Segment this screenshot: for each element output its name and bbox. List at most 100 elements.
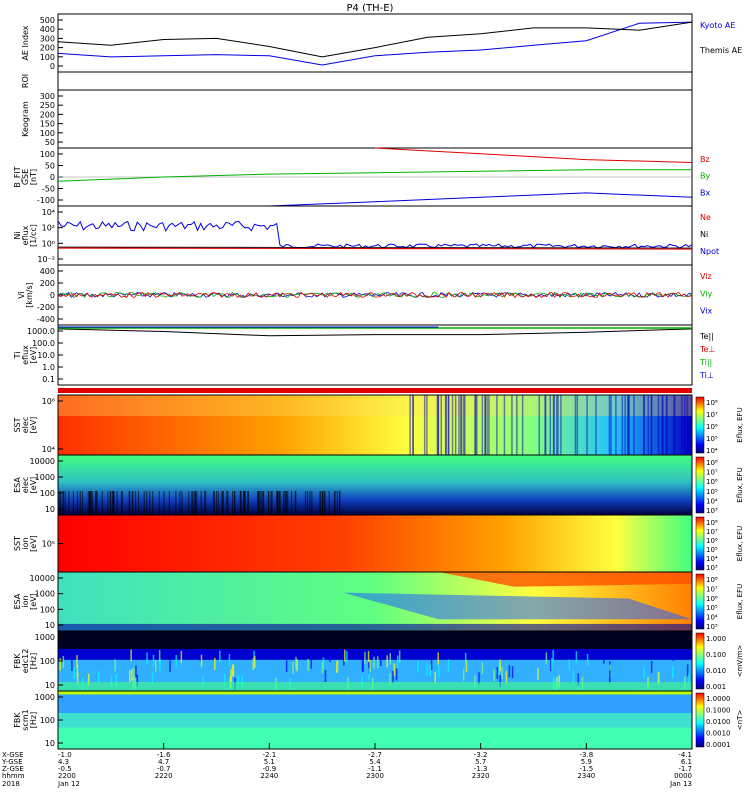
esa-elec-stripe [120,491,123,515]
series-vi-1 [57,291,693,299]
y-axis-label: elec [21,477,30,493]
esa-elec-stripe [320,491,322,515]
y-tick-label: 1000.0 [27,327,55,336]
fbk-edc-stripe [219,650,221,663]
sst-elec-stripe [437,395,439,455]
esa-elec-stripe [112,491,114,515]
sst-elec-stripe [586,395,588,455]
legend-bx: Bx [700,188,710,197]
esa-elec-stripe [276,491,279,515]
colorbar-label: Eflux, EFU [736,526,744,561]
esa-elec-stripe [87,491,89,515]
sst-elec-stripe [488,395,490,455]
esa-elec-stripe [259,491,261,515]
fbk-edc-stripe [672,666,674,679]
sst-elec-stripe [474,395,477,455]
colorbar [695,516,705,571]
esa-elec-stripe [221,491,223,515]
esa-elec-stripe [268,491,270,515]
series-te-par [57,328,693,337]
fbk-edc-stripe [572,670,575,683]
fbk-edc-stripe [434,671,436,684]
colorbar-tick-label: 10⁶ [706,478,718,486]
series-bz [374,147,693,163]
esa-elec-stripe [324,491,326,515]
esa-elec-stripe [339,491,341,515]
colorbar-tick-label: 10⁸ [706,399,718,407]
sst-elec-stripe [423,395,426,455]
fbk-edc-stripe [537,668,539,681]
fbk-scm-mid-band [58,694,692,714]
fbk-edc-stripe [296,659,298,672]
fbk-edc-stripe [329,649,331,662]
y-tick-label: 1.0 [42,363,55,372]
y-axis-label: [Hz] [29,653,38,669]
sst-elec-stripe [459,395,462,455]
fbk-edc-stripe [232,664,235,677]
fbk-edc-low-band [58,682,692,691]
x-tick-label: 2200 [58,772,76,780]
panel-fbk_e: 1000 100 10 FBK edc12 [Hz] 1.000 0.100 0.010 0.00… [13,630,744,692]
x-tick-label: -0.5 [58,765,72,773]
sst-ion-spectrogram [58,515,692,572]
fbk-edc-stripe [131,668,133,681]
colorbar-label: Eflux, EFU [736,407,744,442]
colorbar-tick-label: 0.0010 [706,730,731,738]
y-axis-label: [km/s] [25,282,34,308]
fbk-edc-stripe [133,667,135,680]
y-tick-label: 10000 [30,574,55,583]
fbk-edc-stripe [496,666,499,679]
sst-elec-stripe [458,395,460,455]
fbk-edc-stripe [552,649,554,662]
fbk-edc-stripe [224,674,226,687]
y-tick-label: -200 [37,303,55,312]
colorbar [695,573,705,630]
fbk-edc-stripe [389,673,391,686]
colorbar-label: <nT> [736,710,744,731]
fbk-edc-stripe [155,659,157,672]
esa-elec-stripe [244,491,246,515]
sst-elec-stripe [511,395,513,455]
y-tick-label: -100 [37,196,55,205]
fbk-edc-stripe [551,658,553,671]
fbk-edc-stripe [59,658,62,671]
esa-elec-stripe [311,491,313,515]
esa-elec-stripe [121,491,123,515]
fbk-edc-stripe [464,652,467,665]
esa-elec-stripe [158,491,160,515]
x-tick-label: 2220 [155,772,173,780]
fbk-edc-stripe [429,664,431,677]
esa-elec-stripe [89,491,91,515]
esa-elec-stripe [260,491,262,515]
esa-elec-stripe [81,491,84,515]
esa-elec-stripe [334,491,336,515]
colorbar-tick-label: 10⁷ [706,411,718,419]
fbk-edc-stripe [130,649,132,662]
panel-bfit: 100 50 0 -50 -100 B_FIT GSE [nT] Bz By Bx [13,147,710,207]
sst-elec-stripe [657,395,660,455]
y-axis-label: Vi [17,291,26,299]
esa-elec-stripe [64,491,66,515]
y-axis-label: [eV] [29,347,38,364]
y-tick-label: 100 [40,716,55,725]
esa-elec-stripe [60,491,62,515]
legend-by: By [700,172,710,181]
fbk-edc-stripe [346,651,348,664]
y-tick-label: 10 [45,505,55,514]
fbk-edc-stripe [426,663,428,676]
fbk-edc-stripe [368,668,370,681]
y-tick-label: 10.0 [37,351,55,360]
y-tick-label: 200 [40,44,55,53]
x-tick-label: 0000 [674,772,692,780]
x-tick-label: 5.1 [264,758,275,766]
colorbar-tick-label: 0.0100 [706,718,731,726]
esa-elec-stripe [76,491,79,515]
colorbar-tick-label: 10⁵ [706,546,718,554]
colorbar-label: <mV/m> [736,645,744,678]
fbk-edc-stripe [577,673,579,686]
esa-elec-stripe [137,491,140,515]
esa-elec-stripe [72,491,75,515]
panel-roi: ROI [21,71,693,91]
